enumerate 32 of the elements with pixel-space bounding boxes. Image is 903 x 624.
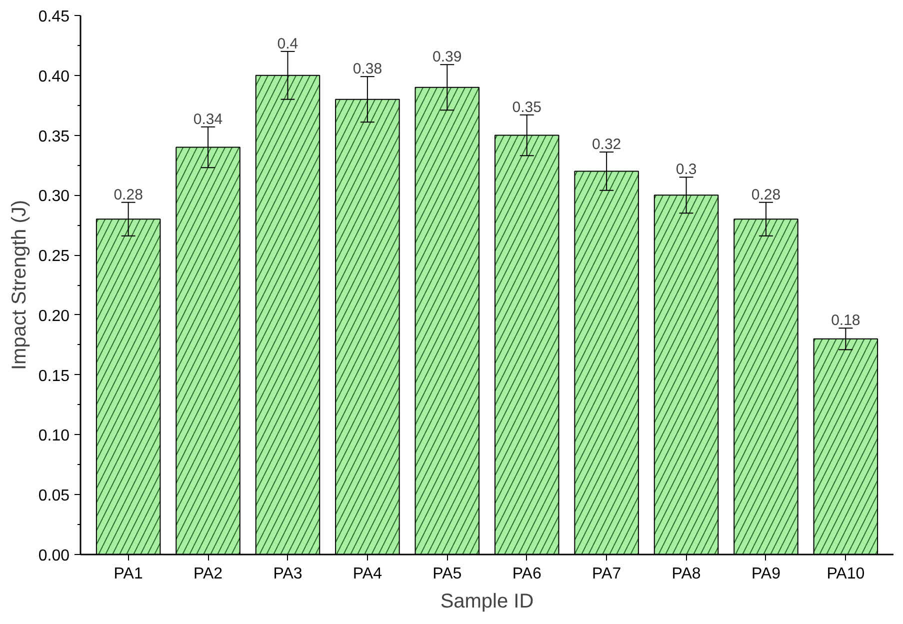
y-tick-label: 0.05 (38, 488, 70, 505)
y-tick-label: 0.30 (38, 188, 70, 206)
x-tick-label: PA9 (751, 566, 781, 582)
x-axis-title: Sample ID (440, 590, 534, 612)
data-label: 0.38 (352, 60, 382, 78)
y-tick-label: 0.25 (38, 248, 70, 266)
data-label: 0.39 (432, 48, 462, 66)
data-label: 0.35 (512, 98, 542, 116)
data-label: 0.28 (114, 186, 143, 204)
x-tick-label: PA1 (114, 566, 143, 582)
y-tick-label: 0.10 (38, 428, 70, 445)
x-tick-label: PA4 (352, 566, 382, 582)
data-label: 0.34 (193, 110, 223, 128)
x-tick-label: PA5 (432, 566, 462, 582)
y-tick-label: 0.40 (38, 68, 70, 86)
y-tick-label: 0.35 (38, 128, 70, 146)
data-label: 0.3 (676, 161, 697, 178)
y-axis-title: Impact Strength (J) (8, 200, 30, 370)
x-tick-label: PA10 (826, 566, 865, 582)
x-tick-label: PA6 (512, 566, 542, 582)
data-label: 0.4 (277, 35, 298, 52)
y-tick-label: 0.20 (38, 308, 70, 325)
y-tick-label: 0.15 (38, 368, 70, 385)
data-label: 0.18 (831, 312, 860, 330)
data-label: 0.28 (751, 186, 781, 204)
x-tick-label: PA8 (672, 566, 701, 582)
y-tick-label: 0.45 (38, 8, 70, 26)
x-tick-label: PA3 (273, 566, 302, 582)
x-tick-label: PA2 (194, 566, 223, 582)
y-tick-label: 0.00 (38, 548, 70, 564)
data-label: 0.32 (592, 136, 622, 154)
x-tick-label: PA7 (592, 566, 622, 582)
